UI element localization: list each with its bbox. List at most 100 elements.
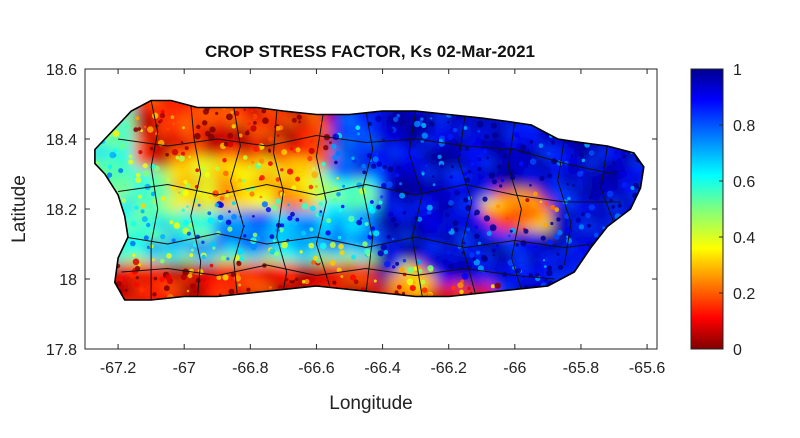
heat-speckle-dot [315,258,321,264]
heat-speckle-dot [421,172,425,176]
heat-speckle-dot [326,218,332,224]
heat-speckle-dot [398,121,403,127]
heat-speckle-dot [399,192,406,199]
municipality-boundary [315,114,331,287]
heat-speckle-dot [118,277,123,282]
heat-speckle-dot [540,235,546,241]
heat-speckle-dot [292,221,298,227]
heat-speckle-dot [557,229,563,236]
heat-speckle-dot [529,184,532,187]
heat-speckle-dot [187,273,193,279]
heat-speckle-dot [586,223,592,228]
heat-speckle-dot [482,149,488,154]
heat-speckle-dot [272,239,276,243]
heat-speckle-dot [421,122,427,128]
heat-speckle-dot [417,216,423,222]
heat-speckle-dot [171,148,179,156]
heat-speckle-dot [337,235,342,240]
heat-speckle-dot [166,177,171,182]
heat-speckle-dot [304,278,310,285]
heat-speckle-dot [336,192,341,197]
heat-speckle-dot [281,241,288,249]
heat-speckle-dot [181,151,185,156]
heat-speckle-dot [186,231,191,236]
heat-speckle-dot [465,146,470,151]
heat-speckle-dot [579,152,585,158]
heat-speckle-dot [461,273,469,280]
heat-speckle-dot [338,243,344,250]
heat-speckle-dot [393,116,399,123]
heat-speckle-dot [507,234,511,238]
heat-speckle-dot [386,234,391,239]
heat-speckle-dot [535,272,540,278]
heat-speckle-dot [449,175,454,179]
municipality-boundary [121,264,555,280]
heat-speckle-dot [544,265,547,268]
colorbar-tick-label: 0.4 [733,230,755,247]
heat-speckle-dot [362,241,368,247]
heat-speckle-dot [173,222,181,229]
municipality-boundary [230,107,245,294]
heat-speckle-dot [362,170,367,175]
heat-speckle-dot [170,185,177,191]
heat-speckle-dot [518,161,524,167]
heat-speckle-dot [319,210,323,213]
heat-speckle-dot [566,235,569,238]
heat-speckle-dot [128,154,133,159]
heat-speckle-dot [291,117,297,123]
heat-speckle-dot [113,148,117,153]
heat-speckle-dot [376,161,383,168]
heat-speckle-dot [331,197,338,203]
heat-speckle-dot [451,165,454,169]
heat-speckle-dot [227,226,233,232]
heat-speckle-dot [476,121,484,128]
heat-speckle-dot [175,155,180,160]
colorbar-tick-label: 0.8 [733,118,755,135]
heat-speckle-dot [480,140,485,145]
heat-speckle-dot [454,190,460,196]
heat-speckle-dot [183,179,188,185]
heat-speckle-dot [143,125,147,129]
heat-speckle-dot [147,126,154,133]
heat-speckle-dot [220,255,227,261]
heat-speckle-dot [497,164,503,170]
island-map [94,99,645,301]
heat-speckle-dot [189,253,194,258]
heat-speckle-dot [295,147,301,153]
heat-speckle-dot [208,195,212,199]
heat-speckle-dot [279,191,285,197]
heat-speckle-dot [426,210,432,216]
heat-speckle-dot [251,113,258,120]
heat-speckle-dot [133,127,139,133]
heat-speckle-dot [112,130,120,137]
heat-speckle-dot [570,154,574,158]
heat-speckle-dot [308,147,315,154]
heat-speckle-dot [452,127,458,133]
heat-speckle-dot [250,109,253,113]
heat-speckle-dot [181,208,185,212]
heat-speckle-dot [427,214,433,219]
municipality-boundary [190,103,202,297]
heat-speckle-dot [204,172,210,178]
heat-speckle-dot [250,125,257,132]
heat-speckle-dot [550,204,556,210]
heat-speckle-dot [448,263,454,270]
heat-speckle-dot [368,121,372,126]
heat-speckle-dot [289,146,294,151]
heat-speckle-dot [394,185,401,192]
heat-speckle-dot [190,283,195,289]
heat-speckle-dot [252,215,255,218]
heat-speckle-dot [538,143,544,148]
chart-title: CROP STRESS FACTOR, Ks 02-Mar-2021 [205,42,535,61]
heat-speckle-dot [330,260,336,266]
heat-speckle-dot [630,186,635,190]
heat-speckle-dot [329,141,332,145]
heat-speckle-dot [285,278,289,281]
heat-speckle-dot [394,222,399,228]
heat-speckle-dot [183,220,189,226]
heat-speckle-dot [267,136,274,142]
municipality-boundary [273,110,288,290]
heat-speckle-dot [513,131,520,138]
heat-speckle-dot [193,242,198,248]
heat-speckle-dot [308,184,314,190]
